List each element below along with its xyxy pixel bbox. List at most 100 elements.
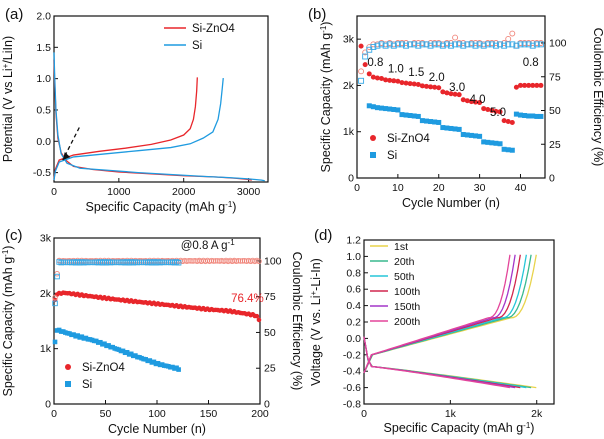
y-tick-label: 1k	[40, 343, 52, 355]
y2-tick-label: 75	[549, 71, 561, 83]
point-b-Si CE	[505, 41, 512, 48]
point-b-Si CE	[525, 41, 532, 48]
point-b-Si CE	[431, 41, 438, 48]
legend-marker	[370, 152, 376, 158]
point-b-Si CE	[419, 41, 426, 48]
retention-annotation: 76.4%	[231, 293, 264, 305]
y-axis-label-part: )	[319, 22, 333, 26]
point-b-Si	[419, 118, 425, 124]
point-b-Si-ZnO4 CE	[452, 34, 459, 41]
point-b-Si CE	[403, 42, 409, 49]
point-c-Si-ZnO4 CE	[217, 258, 223, 264]
point-b-Si-ZnO4	[538, 82, 544, 88]
point-b-Si	[526, 113, 532, 119]
rate-annotation: @0.8 A g-1	[181, 238, 236, 253]
point-b-Si CE	[407, 41, 414, 48]
point-b-Si CE	[439, 42, 446, 49]
x-tick-label: 40	[515, 182, 527, 194]
point-b-Si-ZnO4	[379, 75, 385, 81]
x-tick-label: 0	[51, 186, 57, 198]
x-tick-label: 1k	[445, 408, 457, 420]
point-b-Si CE	[493, 42, 499, 49]
point-b-Si-ZnO4	[464, 98, 470, 104]
y-axis-label: Specific Capacity (mAh g-1)	[319, 22, 334, 173]
y-tick-label: 3k	[40, 233, 52, 245]
y-axis-label: Specific Capacity (mAh g-1)	[1, 246, 16, 397]
y-axis-label-part: -Li-In)	[309, 258, 323, 291]
y-tick-label: 0.0	[346, 333, 361, 345]
panel-label: (d)	[314, 227, 332, 244]
point-c-Si-ZnO4 CE	[192, 257, 198, 264]
point-b-Si	[505, 147, 511, 153]
point-b-Si-ZnO4 CE	[358, 68, 365, 75]
point-b-Si CE	[529, 42, 536, 49]
x-axis-label-part: )	[232, 200, 236, 214]
y-tick-label: 1.0	[346, 251, 361, 263]
point-b-Si-ZnO4	[460, 97, 466, 103]
y-tick-label: 2k	[40, 288, 52, 300]
y2-tick-label: 100	[264, 255, 282, 267]
point-b-Si-ZnO4	[452, 91, 458, 97]
point-c-Si CE	[175, 260, 182, 266]
y-axis-label-part: )	[1, 246, 15, 250]
point-b-Si	[538, 113, 544, 119]
y-tick-label: 1k	[343, 126, 355, 138]
point-b-Si CE	[456, 41, 463, 48]
x-tick-label: 0	[51, 408, 57, 420]
legend-label: Si-ZnO4	[82, 362, 125, 374]
x-axis-label-part: Specific Capacity (mAh g	[86, 200, 226, 214]
y-axis-label: Potential (V vs Li+/LiIn)	[1, 36, 16, 162]
y-tick-label: 3k	[343, 34, 355, 46]
point-b-Si-ZnO4	[432, 84, 438, 90]
y-tick-label: 0.6	[346, 284, 361, 296]
point-c-Si-ZnO4 CE	[208, 257, 215, 264]
y-tick-label: 0.4	[346, 300, 361, 312]
y-axis-label-part: /LiIn)	[1, 36, 15, 64]
point-c-Si-ZnO4 CE	[210, 258, 217, 264]
point-b-Si-ZnO4	[387, 77, 393, 83]
legend-label: 1st	[394, 241, 408, 253]
rate-label: 1.5	[408, 67, 424, 79]
point-b-Si	[517, 112, 523, 118]
point-b-Si-ZnO4	[415, 82, 421, 88]
point-b-Si-ZnO4	[407, 81, 413, 87]
point-b-Si CE	[415, 42, 422, 49]
point-c-Si CE	[52, 300, 58, 307]
x-tick-label: 200	[251, 408, 269, 420]
point-b-Si-ZnO4	[383, 77, 389, 83]
point-b-Si CE	[533, 41, 540, 48]
point-b-Si-ZnO4	[501, 118, 507, 124]
y-tick-label: 0.5	[36, 104, 51, 116]
point-b-Si	[452, 126, 458, 132]
y2-tick-label: 25	[264, 363, 276, 375]
point-b-Si	[509, 147, 515, 153]
point-c-Si-ZnO4 CE	[235, 257, 242, 264]
x-tick-label: 2000	[172, 186, 196, 198]
point-b-Si CE	[448, 42, 454, 49]
point-b-Si CE	[423, 41, 430, 48]
point-c-Si-ZnO4	[254, 313, 260, 319]
point-b-Si	[497, 141, 503, 147]
point-b-Si CE	[472, 42, 479, 49]
point-b-Si-ZnO4	[370, 74, 376, 80]
point-b-Si-ZnO4	[419, 83, 425, 89]
x-tick-label: 100	[148, 408, 166, 420]
point-b-Si	[432, 119, 438, 125]
point-b-Si-ZnO4	[374, 75, 380, 81]
line-d-200th-discharge	[363, 336, 511, 389]
y-axis-label-part: Potential (V vs Li	[1, 68, 15, 162]
y-axis-label-part: Specific Capacity (mAh g	[1, 257, 15, 397]
point-b-Si	[501, 146, 507, 152]
y2-tick-label: 100	[549, 38, 567, 50]
point-c-Si-ZnO4 CE	[233, 258, 240, 264]
point-b-Si-ZnO4	[493, 108, 499, 114]
point-c-Si	[176, 367, 181, 372]
point-b-Si-ZnO4 CE	[509, 30, 516, 37]
point-b-Si-ZnO4	[428, 84, 434, 90]
point-b-Si	[456, 126, 462, 132]
x-tick-label: 0	[361, 408, 367, 420]
point-b-Si CE	[382, 42, 389, 49]
point-b-Si-ZnO4	[456, 92, 462, 98]
point-b-Si	[489, 140, 495, 146]
y2-tick-label: 25	[549, 139, 561, 151]
